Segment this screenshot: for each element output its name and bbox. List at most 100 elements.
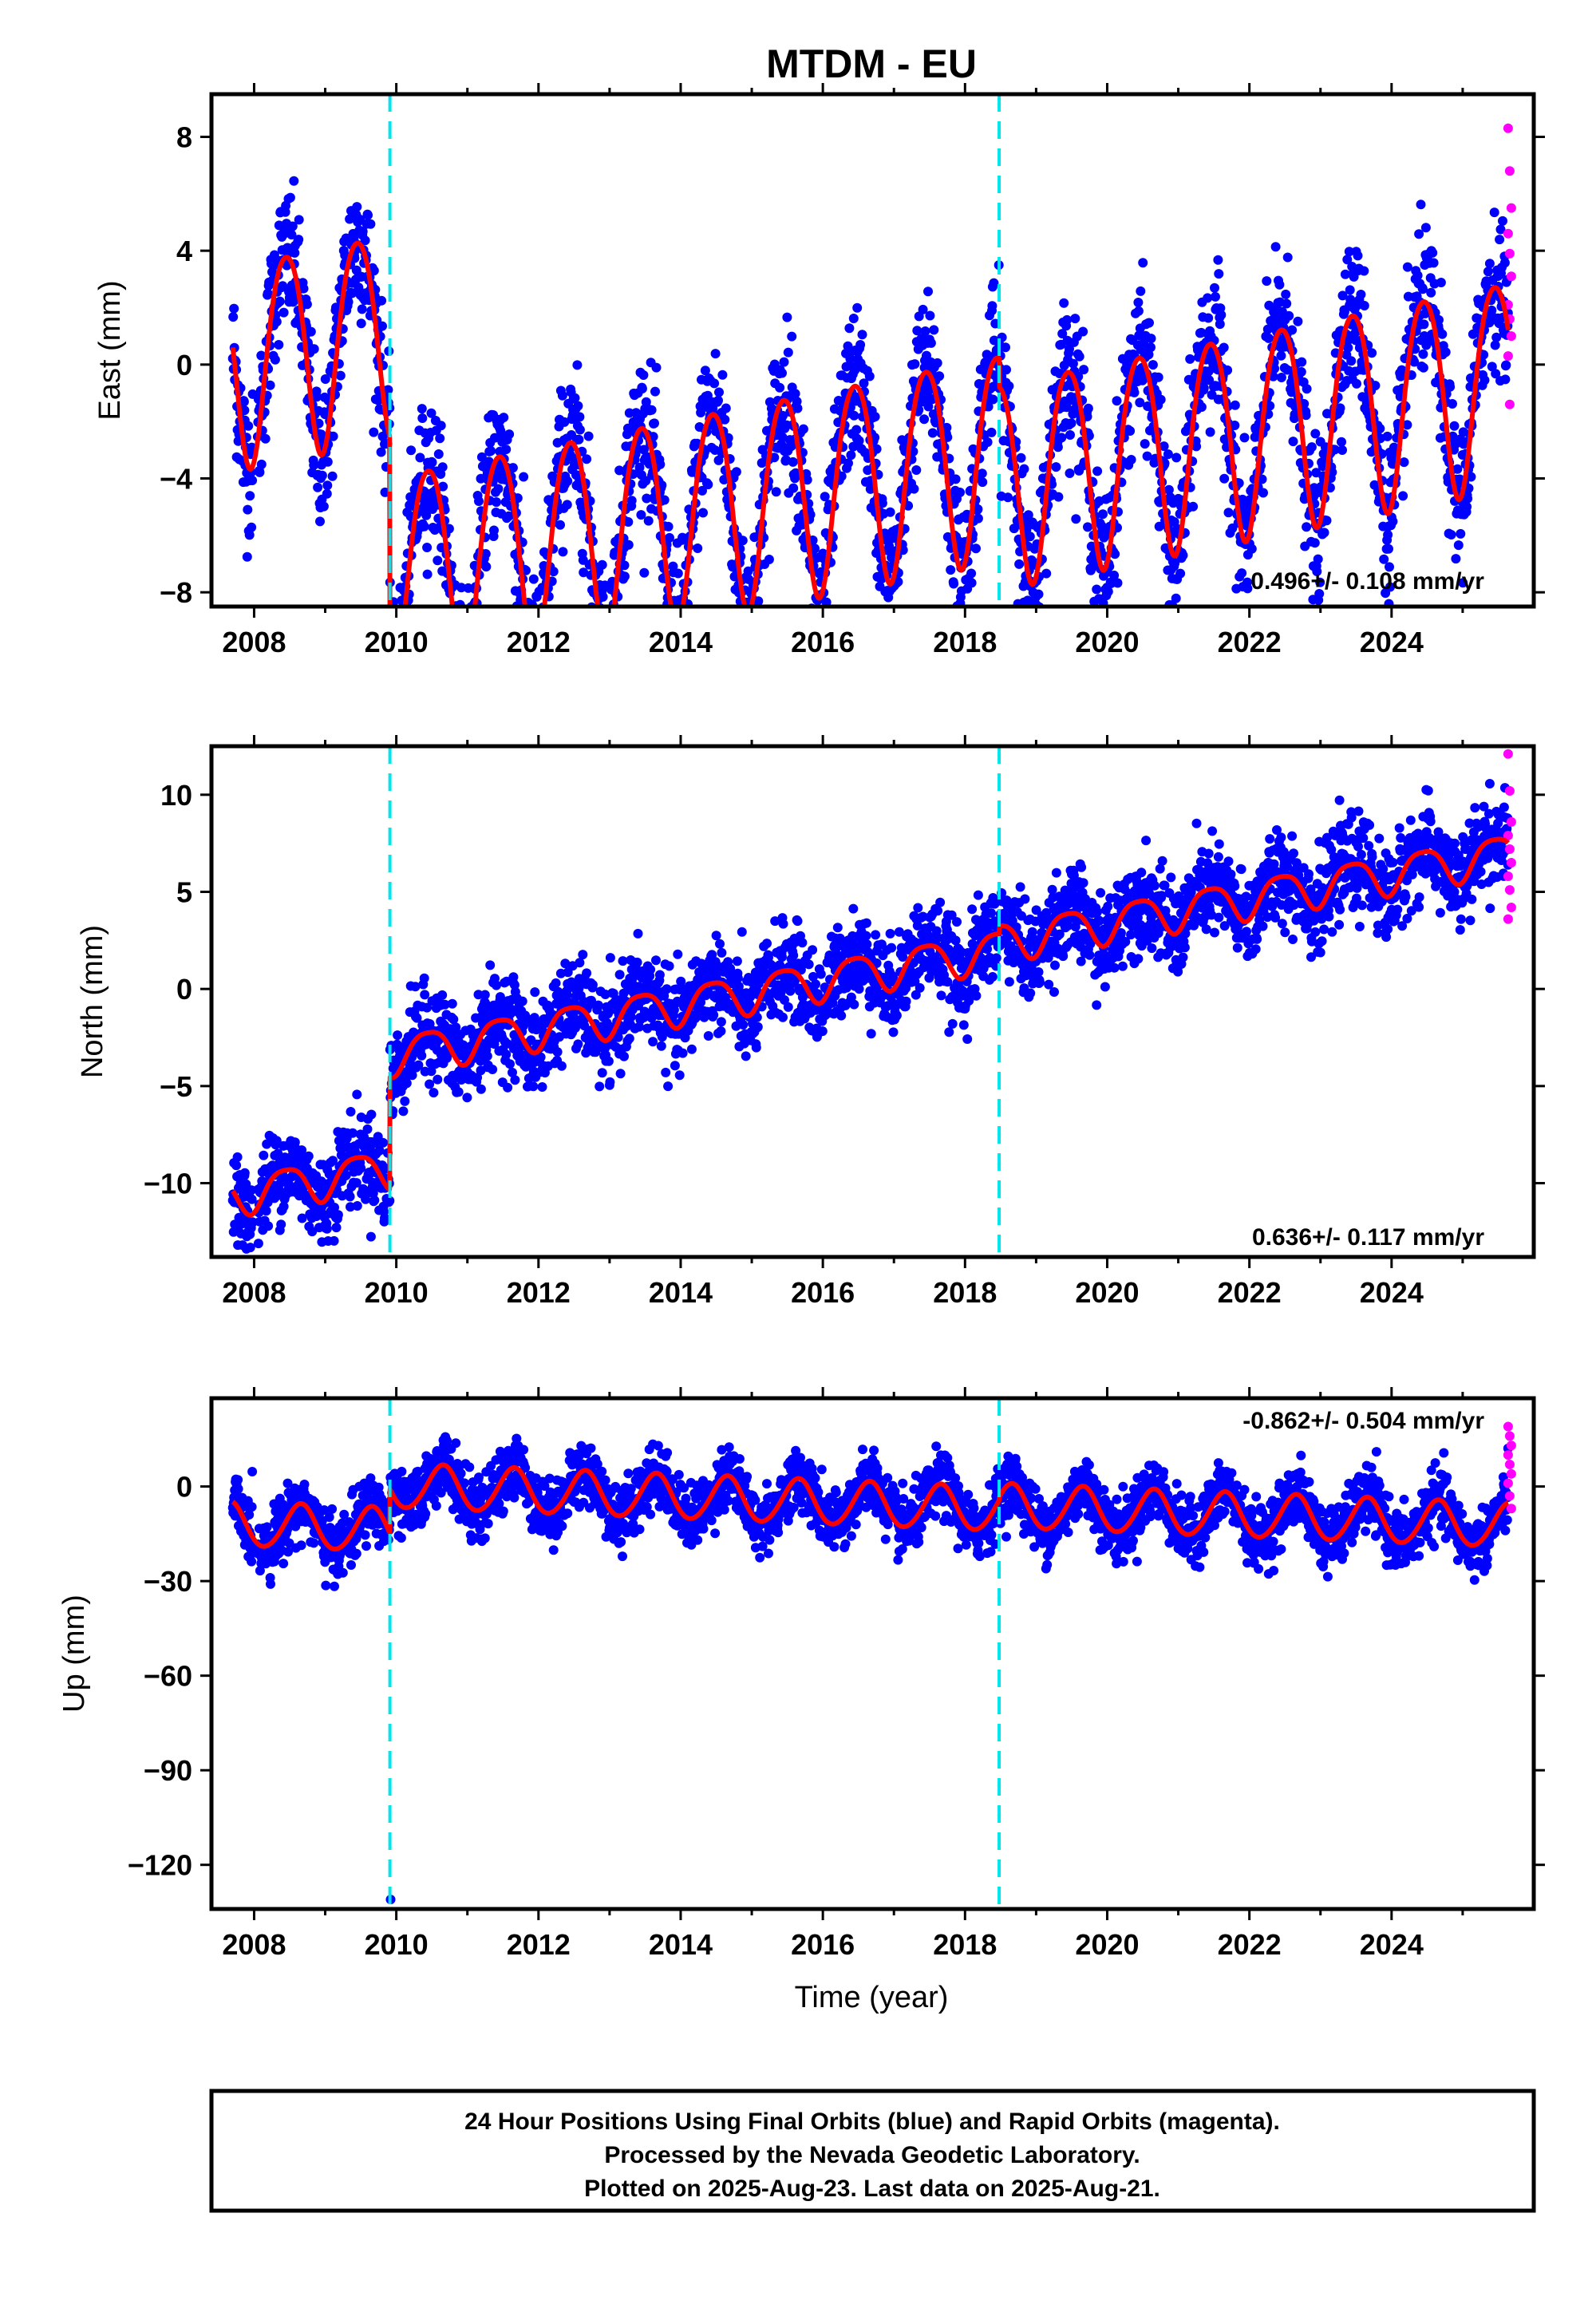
final-point	[820, 492, 830, 502]
final-point	[427, 457, 437, 468]
final-point	[663, 521, 674, 532]
final-point	[366, 1109, 377, 1120]
final-point	[466, 690, 476, 699]
final-point	[949, 579, 959, 589]
final-point	[1126, 455, 1136, 464]
final-point	[448, 646, 458, 656]
final-point	[260, 433, 271, 444]
final-point	[502, 1038, 512, 1049]
final-point	[452, 638, 461, 647]
final-point	[606, 629, 615, 638]
panel-east: 2008 2010 2012 2014 2016 2018 2020 2022 2024840−…	[93, 83, 1545, 707]
final-point	[578, 950, 588, 960]
final-point	[623, 539, 634, 550]
final-orbit-points-north	[227, 779, 1513, 1275]
final-point	[417, 413, 428, 423]
final-point	[1342, 255, 1353, 265]
final-point	[452, 631, 461, 641]
final-point	[537, 1082, 547, 1092]
final-point	[243, 421, 254, 431]
final-point	[604, 630, 614, 639]
final-point	[1499, 258, 1510, 268]
y-tick-label: 8	[176, 121, 192, 154]
final-point	[398, 657, 408, 666]
final-point	[792, 916, 803, 927]
final-point	[263, 288, 273, 298]
final-point	[1213, 255, 1223, 265]
final-point	[1001, 365, 1011, 375]
final-point	[572, 360, 583, 370]
final-point	[239, 397, 249, 407]
final-point	[713, 455, 724, 465]
rate-annotation-east: 0.496+/- 0.108 mm/yr	[1250, 568, 1484, 595]
final-point	[458, 698, 468, 707]
x-tick-label: 2010	[365, 626, 429, 658]
final-point	[352, 202, 362, 212]
final-point	[286, 230, 297, 240]
final-point	[619, 560, 630, 571]
final-point	[1026, 616, 1036, 626]
final-point	[731, 467, 741, 477]
final-point	[1110, 549, 1120, 559]
final-point	[453, 1087, 464, 1097]
final-point	[348, 1128, 358, 1138]
final-point	[1449, 421, 1460, 431]
final-point	[486, 446, 496, 456]
final-point	[413, 1060, 424, 1070]
final-point	[1199, 383, 1209, 393]
final-point	[437, 462, 448, 472]
final-point	[920, 326, 930, 336]
final-point	[587, 980, 598, 990]
final-point	[501, 445, 512, 455]
final-point	[1205, 427, 1215, 437]
final-point	[231, 1265, 240, 1275]
plot-area-east	[227, 123, 1516, 707]
final-point	[602, 633, 612, 642]
final-point	[1016, 453, 1026, 463]
final-point	[505, 1059, 515, 1069]
final-point	[232, 1152, 243, 1162]
final-point	[331, 302, 341, 313]
final-point	[1051, 462, 1061, 472]
final-point	[667, 615, 677, 624]
final-point	[453, 644, 463, 654]
final-point	[435, 433, 445, 444]
final-point	[603, 1056, 614, 1066]
final-point	[263, 1221, 274, 1231]
final-point	[510, 1075, 520, 1085]
final-point	[779, 357, 789, 367]
final-point	[446, 622, 456, 631]
final-point	[696, 408, 706, 417]
final-point	[910, 359, 920, 370]
final-point	[942, 422, 952, 433]
final-point	[1092, 584, 1102, 595]
final-point	[407, 1070, 417, 1081]
final-point	[383, 385, 393, 395]
final-point	[751, 1042, 761, 1053]
final-point	[499, 413, 509, 423]
final-point	[1171, 453, 1182, 463]
final-point	[1169, 609, 1179, 619]
final-point	[322, 456, 333, 467]
final-point	[530, 987, 540, 998]
x-tick-label: 2024	[1360, 626, 1424, 658]
final-point	[845, 354, 855, 364]
final-point	[877, 498, 887, 508]
final-point	[253, 1239, 263, 1249]
y-tick-label: −8	[160, 576, 192, 609]
final-point	[328, 431, 338, 441]
final-point	[656, 1041, 666, 1051]
final-point	[670, 1061, 680, 1071]
final-point	[294, 215, 304, 225]
final-point	[1133, 298, 1144, 307]
final-point	[988, 394, 998, 405]
final-point	[666, 608, 676, 618]
final-point	[1399, 457, 1409, 468]
final-point	[328, 1156, 338, 1166]
final-point	[1219, 342, 1229, 353]
final-point	[1375, 424, 1385, 433]
final-point	[1023, 510, 1033, 520]
final-point	[934, 371, 945, 381]
final-point	[1385, 582, 1395, 592]
final-point	[245, 491, 255, 501]
